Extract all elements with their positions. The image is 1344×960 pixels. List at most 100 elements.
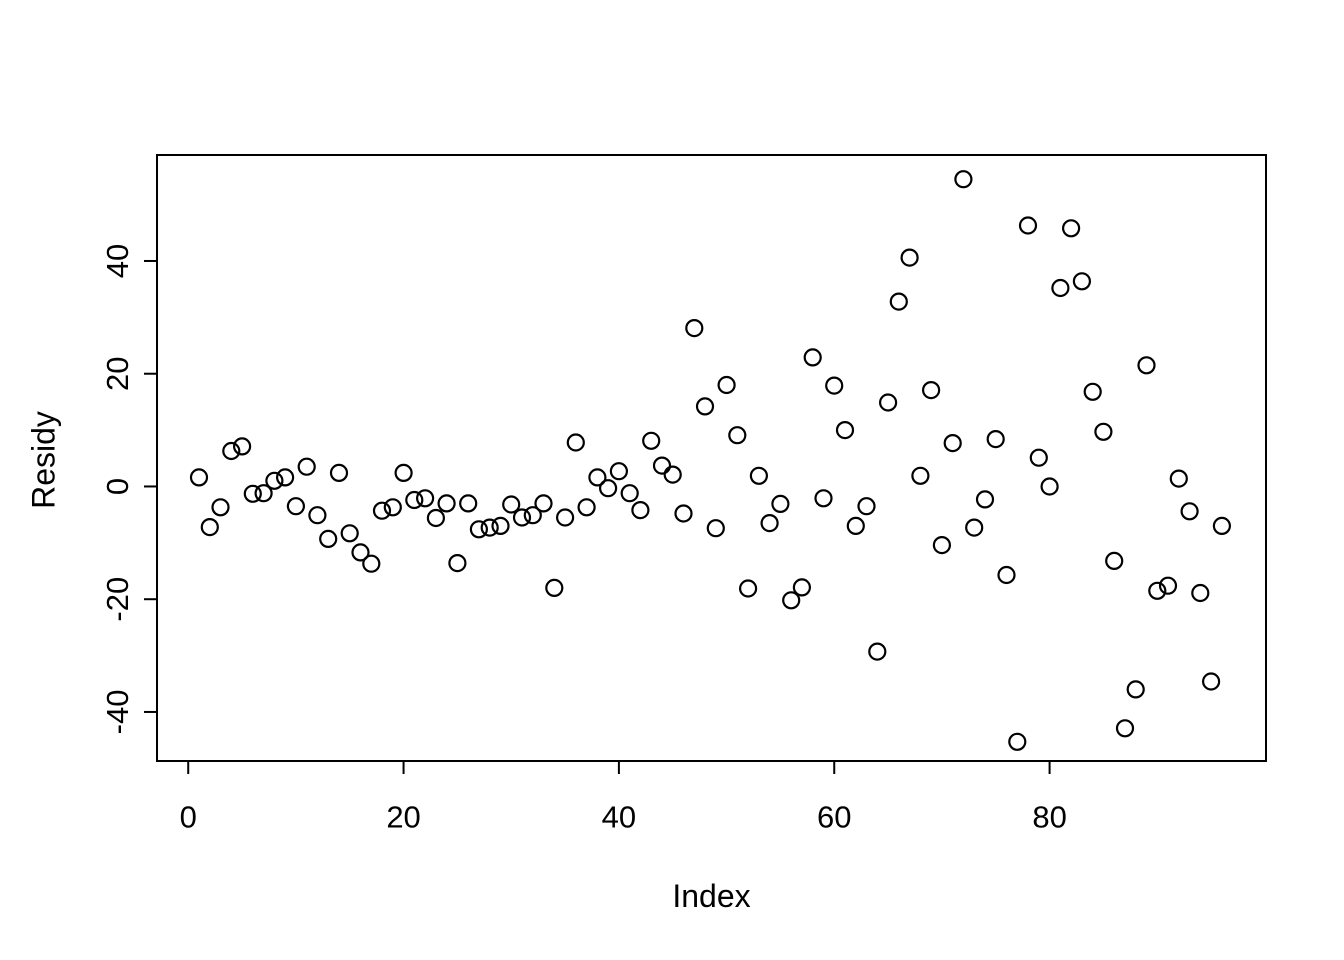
data-point: [986, 430, 1005, 449]
data-point: [1008, 732, 1027, 751]
data-point: [717, 375, 736, 395]
data-point: [276, 468, 295, 487]
data-point: [889, 292, 908, 311]
data-point: [200, 517, 219, 537]
data-point: [491, 516, 510, 536]
data-point: [782, 591, 801, 610]
data-point: [760, 513, 779, 533]
data-point: [663, 465, 682, 484]
data-point: [372, 501, 392, 520]
data-point: [620, 484, 639, 503]
data-point: [868, 642, 887, 661]
x-tick-label: 60: [817, 800, 851, 835]
data-point: [954, 170, 973, 189]
data-point: [1137, 356, 1156, 375]
data-point: [416, 489, 435, 508]
data-point: [631, 501, 650, 520]
data-point: [534, 494, 553, 513]
data-point: [685, 319, 704, 338]
data-point: [1040, 477, 1059, 496]
data-point: [512, 508, 532, 527]
data-point: [609, 462, 629, 481]
data-point: [943, 434, 962, 453]
data-point: [792, 578, 812, 597]
data-point: [803, 348, 822, 367]
x-tick-label: 0: [180, 800, 197, 835]
data-point: [1180, 502, 1199, 521]
y-axis-title: Residy: [25, 411, 62, 509]
data-point: [642, 431, 661, 450]
data-point: [1072, 272, 1092, 291]
data-point: [835, 421, 855, 440]
data-point: [1212, 516, 1232, 536]
data-point: [319, 529, 338, 549]
data-point: [652, 456, 672, 475]
data-point: [921, 381, 941, 400]
y-tick-label: -20: [100, 577, 135, 622]
data-point: [233, 437, 252, 456]
data-point: [1051, 278, 1070, 298]
data-point: [1169, 469, 1188, 488]
data-point: [351, 543, 370, 562]
data-point: [1094, 422, 1113, 441]
data-point: [211, 498, 230, 517]
data-point: [243, 484, 262, 503]
data-point: [405, 490, 424, 510]
data-point: [588, 468, 607, 487]
data-point: [1191, 583, 1210, 603]
data-point: [997, 565, 1016, 585]
data-point: [846, 516, 865, 536]
data-point: [426, 508, 445, 528]
data-point: [932, 535, 952, 555]
data-point: [900, 248, 919, 267]
plot-border: [156, 154, 1267, 762]
data-point: [1115, 719, 1135, 738]
data-point: [825, 376, 844, 395]
data-point: [814, 489, 833, 508]
data-point: [706, 519, 725, 538]
data-point: [728, 426, 747, 445]
data-point: [857, 497, 876, 516]
data-point: [189, 468, 209, 487]
data-point: [1018, 216, 1038, 235]
data-point: [1083, 382, 1102, 401]
data-point: [437, 494, 456, 513]
data-point: [265, 471, 284, 490]
data-point: [545, 578, 564, 598]
data-point: [286, 497, 305, 516]
y-tick-label: 20: [100, 356, 135, 390]
data-point: [1148, 581, 1167, 600]
data-point: [878, 393, 898, 412]
data-point: [448, 553, 467, 573]
data-point: [222, 441, 241, 461]
data-point: [383, 498, 402, 517]
y-tick-label: 40: [100, 244, 135, 278]
data-point: [469, 520, 488, 539]
data-point: [329, 463, 349, 482]
y-tick-label: -40: [100, 690, 135, 735]
data-point: [975, 490, 995, 509]
data-point: [566, 433, 585, 452]
data-point: [308, 506, 327, 525]
data-point: [577, 498, 596, 517]
data-point: [254, 484, 273, 503]
data-point: [362, 554, 381, 573]
x-tick-label: 80: [1032, 800, 1066, 835]
y-tick-label: 0: [100, 478, 135, 495]
data-point: [965, 518, 984, 537]
data-point: [911, 466, 930, 485]
data-point: [674, 504, 693, 523]
data-point: [394, 463, 413, 482]
data-point: [1126, 680, 1145, 699]
data-point: [1029, 448, 1048, 467]
x-axis-title: Index: [672, 878, 751, 914]
data-point: [459, 494, 478, 513]
data-point: [523, 506, 542, 525]
data-point: [749, 466, 769, 485]
data-point: [555, 508, 575, 527]
data-point: [297, 457, 316, 476]
data-point: [1061, 219, 1081, 238]
data-point: [598, 479, 618, 498]
